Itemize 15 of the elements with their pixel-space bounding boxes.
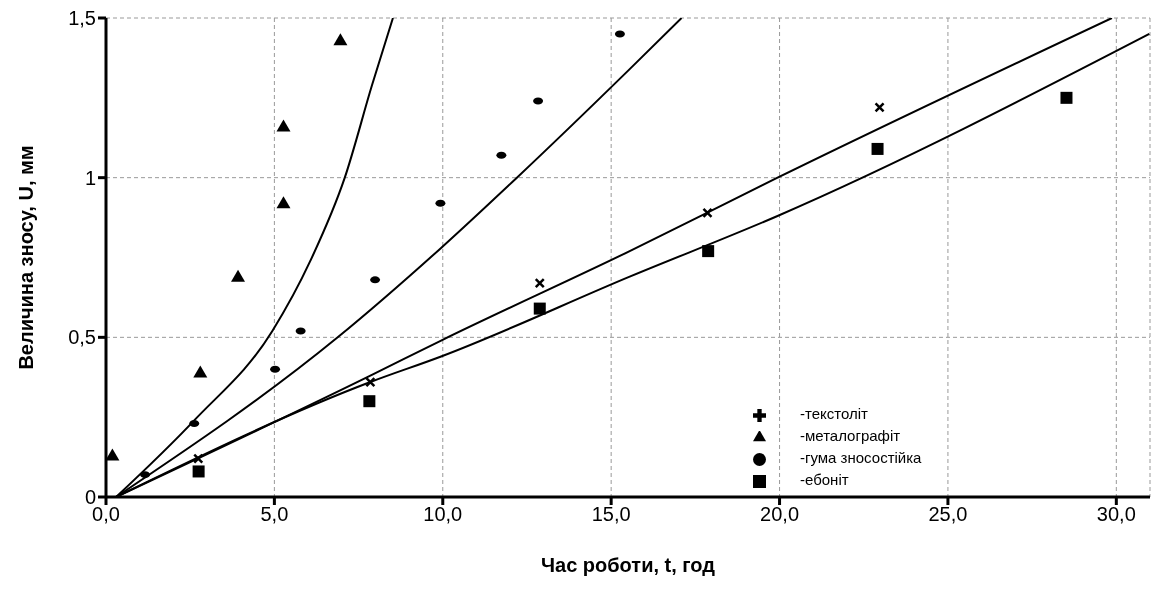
x-tick-label: 15,0 bbox=[591, 503, 631, 526]
legend-label: -металографіт bbox=[800, 427, 901, 444]
x-tick-label: 25,0 bbox=[928, 503, 968, 526]
x-tick-label: 10,0 bbox=[423, 503, 463, 526]
y-tick-label: 0,5 bbox=[68, 326, 96, 349]
legend-label: -гума зносостійка bbox=[800, 449, 922, 466]
legend-label: -ебоніт bbox=[800, 471, 849, 488]
y-tick-label: 1,5 bbox=[68, 7, 96, 29]
y-tick-label: 1 bbox=[84, 166, 96, 189]
x-axis-title: Час роботи, t, год bbox=[540, 554, 716, 576]
legend-label: -текстоліт bbox=[800, 405, 868, 422]
y-axis-title: Величина зносу, U, мм bbox=[15, 145, 38, 370]
x-tick-label: 30,0 bbox=[1096, 503, 1136, 526]
x-tick-label: 20,0 bbox=[760, 503, 800, 526]
x-tick-label: 5,0 bbox=[260, 503, 289, 526]
